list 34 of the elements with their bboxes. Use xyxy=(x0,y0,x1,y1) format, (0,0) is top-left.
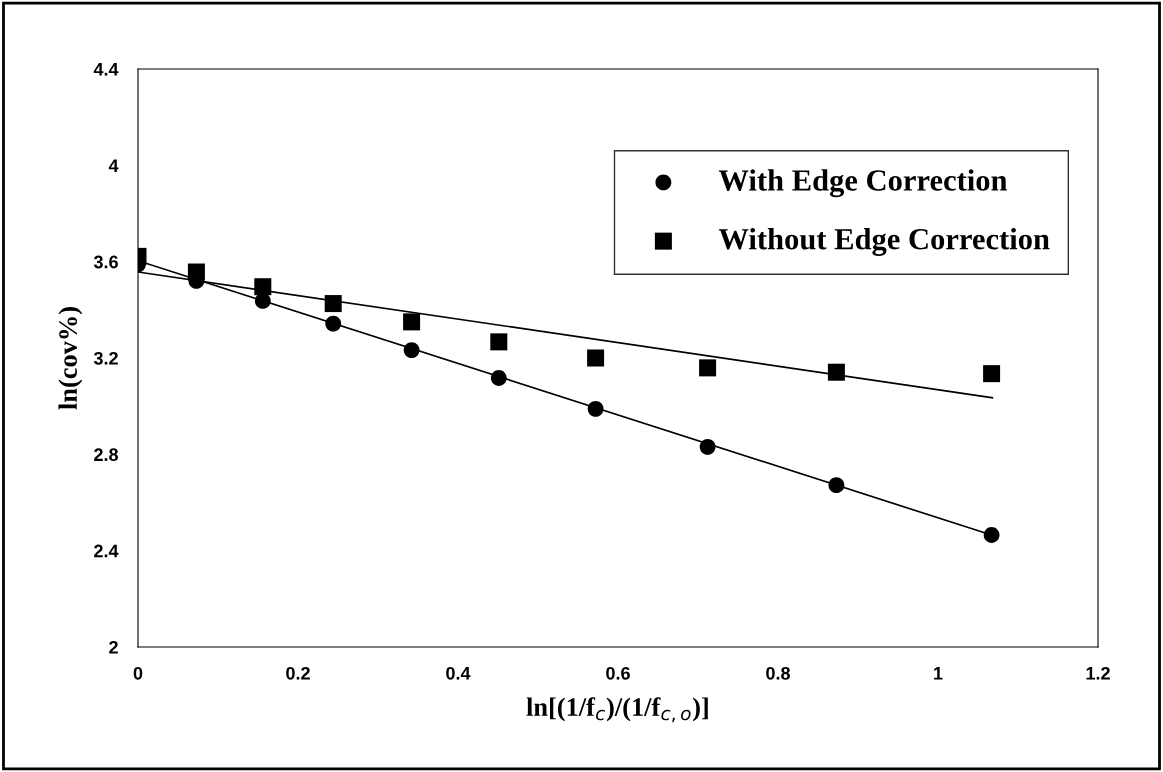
y-tick-label: 3.6 xyxy=(93,255,118,269)
x-tick-label: 0.4 xyxy=(446,666,471,680)
y-tick-label: 4.4 xyxy=(93,63,119,76)
point xyxy=(828,477,845,494)
x-axis-title: ln[(1/f$_{c}$)/(1/f$_{c,o}$)] xyxy=(526,697,708,723)
x-tick-label: 0.2 xyxy=(286,666,310,680)
point xyxy=(983,527,1000,543)
point xyxy=(490,333,508,351)
point xyxy=(403,342,420,358)
point xyxy=(403,313,421,331)
y-tick-label: 2.8 xyxy=(94,448,118,462)
point xyxy=(254,278,272,296)
y-axis-title: ln(cov%) xyxy=(58,307,83,410)
x-tick-label: 1 xyxy=(934,667,943,680)
point xyxy=(827,363,845,381)
x-tick-label: 0 xyxy=(133,666,143,680)
point xyxy=(587,400,604,417)
point xyxy=(699,438,716,455)
y-tick-label: 2 xyxy=(109,640,118,654)
x-tick-label: 0.8 xyxy=(766,666,790,680)
point xyxy=(983,365,1001,383)
point xyxy=(254,293,271,309)
y-tick-label: 3.2 xyxy=(93,351,118,365)
point xyxy=(699,359,717,377)
legend-label: With Edge Correction xyxy=(718,169,1008,198)
point xyxy=(587,349,605,367)
y-tick-label: 4 xyxy=(108,159,119,172)
point xyxy=(324,295,342,313)
legend-label: Without Edge Correction xyxy=(718,227,1050,256)
x-tick-label: 1.2 xyxy=(1086,666,1110,680)
x-tick-label: 0.6 xyxy=(606,666,630,680)
point xyxy=(325,315,342,332)
y-tick-label: 2.4 xyxy=(94,544,119,558)
point xyxy=(490,370,507,386)
